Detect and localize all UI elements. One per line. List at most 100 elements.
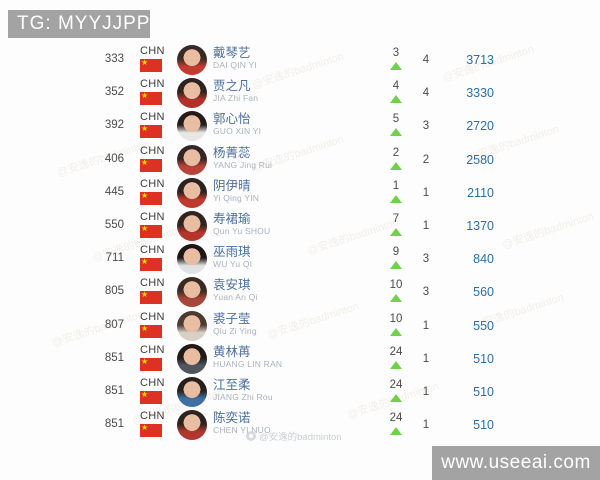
china-flag-icon: ★ [140, 58, 162, 72]
table-row[interactable]: 805 CHN ★ 袁安琪 Yuan An Qi 10 3 560 [0, 276, 600, 309]
player-avatar [177, 277, 207, 308]
table-row[interactable]: 851 CHN ★ 江至柔 JIANG Zhi Rou 24 1 510 [0, 376, 600, 409]
tournaments-count: 1 [422, 352, 430, 365]
country-code: CHN [140, 78, 165, 91]
player-avatar [177, 343, 207, 374]
tournaments-count: 4 [422, 87, 430, 100]
rank-change: 1 [382, 180, 410, 203]
china-flag-icon: ★ [140, 124, 162, 139]
tournaments-count: 1 [422, 386, 430, 398]
flag-star: ★ [141, 91, 149, 101]
country-code: CHN [140, 277, 165, 290]
table-row[interactable]: 445 CHN ★ 阴伊晴 Yi Qing YIN 1 1 2110 [0, 177, 600, 210]
china-flag-icon: ★ [140, 324, 162, 338]
country-code: CHN [140, 177, 165, 190]
rank-change: 5 [382, 113, 410, 137]
player-name-en: Yi Qing YIN [213, 192, 260, 203]
tournaments-count: 3 [422, 120, 430, 133]
up-arrow-icon [390, 394, 402, 402]
world-rank: 352 [104, 86, 124, 99]
player-name-en: JIA Zhi Fan [213, 93, 259, 104]
player-avatar [177, 45, 207, 75]
player-name: 寿裙瑜 Qun Yu SHOU [213, 213, 270, 237]
table-row[interactable]: 711 CHN ★ 巫雨琪 WU Yu QI 9 3 840 [0, 243, 600, 276]
player-name-en: YANG Jing Rui [213, 159, 273, 170]
ranking-points: 3713 [466, 53, 494, 67]
table-row[interactable]: 333 CHN ★ 戴琴艺 DAI QIN YI 3 4 3713 [0, 44, 600, 77]
player-name: 阴伊晴 Yi Qing YIN [213, 178, 260, 204]
up-arrow-icon [390, 294, 402, 303]
country-cell: CHN ★ [140, 311, 170, 338]
table-row[interactable]: 352 CHN ★ 贾之凡 JIA Zhi Fan 4 4 3330 [0, 77, 600, 110]
player-name-cn: 杨菁蕊 [213, 145, 251, 160]
up-arrow-icon [390, 62, 402, 70]
ranking-points: 550 [473, 318, 494, 333]
table-row[interactable]: 392 CHN ★ 郭心怡 GUO XIN YI 5 3 2720 [0, 110, 600, 143]
rank-change: 9 [382, 246, 410, 270]
player-avatar [177, 211, 207, 241]
country-code: CHN [140, 310, 165, 323]
player-name: 杨菁蕊 YANG Jing Rui [213, 145, 273, 171]
rank-change-value: 1 [392, 179, 400, 192]
rank-change: 10 [382, 279, 410, 303]
rank-change-value: 7 [392, 213, 400, 225]
world-rank: 805 [104, 285, 124, 298]
flag-star: ★ [141, 257, 149, 267]
rank-change: 2 [382, 147, 410, 170]
country-code: CHN [140, 410, 165, 423]
rank-change: 4 [382, 80, 410, 104]
ranking-points: 2110 [467, 185, 494, 200]
player-name: 黄林苒 HUANG LIN RAN [213, 344, 283, 370]
rank-change: 24 [382, 412, 410, 436]
flag-star: ★ [141, 190, 149, 200]
table-row[interactable]: 550 CHN ★ 寿裙瑜 Qun Yu SHOU 7 1 1370 [0, 210, 600, 243]
up-arrow-icon [390, 128, 402, 137]
player-name-cn: 黄林苒 [213, 344, 251, 359]
player-name-cn: 阴伊晴 [213, 178, 251, 193]
player-name-en: WU Yu QI [213, 259, 253, 270]
player-name-en: HUANG LIN RAN [213, 358, 283, 369]
player-name: 袁安琪 Yuan An Qi [213, 279, 258, 303]
rank-change-value: 3 [392, 47, 400, 59]
up-arrow-icon [390, 261, 402, 270]
up-arrow-icon [390, 95, 402, 104]
china-flag-icon: ★ [140, 357, 162, 371]
country-cell: CHN ★ [140, 45, 170, 72]
player-name-cn: 袁安琪 [213, 278, 251, 293]
rank-change: 24 [382, 379, 410, 402]
world-rank: 711 [105, 252, 124, 265]
table-row[interactable]: 406 CHN ★ 杨菁蕊 YANG Jing Rui 2 2 2580 [0, 144, 600, 177]
ranking-points: 510 [473, 351, 494, 366]
player-name-en: Yuan An Qi [213, 292, 258, 303]
ranking-points: 510 [473, 385, 494, 399]
country-cell: CHN ★ [140, 211, 170, 238]
ranking-points: 840 [473, 252, 494, 267]
country-code: CHN [140, 211, 165, 223]
player-name-cn: 江至柔 [213, 378, 251, 392]
flag-star: ★ [141, 423, 149, 433]
flag-star: ★ [141, 124, 149, 134]
ranking-points: 2720 [466, 119, 494, 134]
tournaments-count: 2 [422, 153, 430, 166]
player-name-en: GUO XIN YI [213, 126, 262, 137]
table-row[interactable]: 851 CHN ★ 黄林苒 HUANG LIN RAN 24 1 510 [0, 343, 600, 376]
table-row[interactable]: 807 CHN ★ 裘子莹 Qiu Zi Ying 10 1 550 [0, 310, 600, 343]
player-name: 裘子莹 Qiu Zi Ying [213, 311, 257, 337]
player-name: 陈奕诺 CHEN YI NUO [213, 412, 271, 436]
country-cell: CHN ★ [140, 344, 170, 371]
site-url-overlay: www.useeai.com [432, 446, 600, 480]
ranking-points: 510 [473, 418, 494, 433]
player-name: 江至柔 JIANG Zhi Rou [213, 379, 273, 403]
player-name-cn: 巫雨琪 [213, 245, 251, 260]
rank-change-value: 10 [389, 312, 403, 325]
credit-text: @安逸的badminton [259, 432, 342, 443]
flag-star: ★ [141, 390, 149, 399]
china-flag-icon: ★ [140, 190, 162, 205]
ranking-points: 2580 [466, 152, 494, 167]
player-name-cn: 裘子莹 [213, 311, 251, 326]
table-row[interactable]: 851 CHN ★ 陈奕诺 CHEN YI NUO 24 1 510 [0, 409, 600, 442]
country-cell: CHN ★ [140, 178, 170, 205]
player-name: 贾之凡 JIA Zhi Fan [213, 80, 258, 104]
